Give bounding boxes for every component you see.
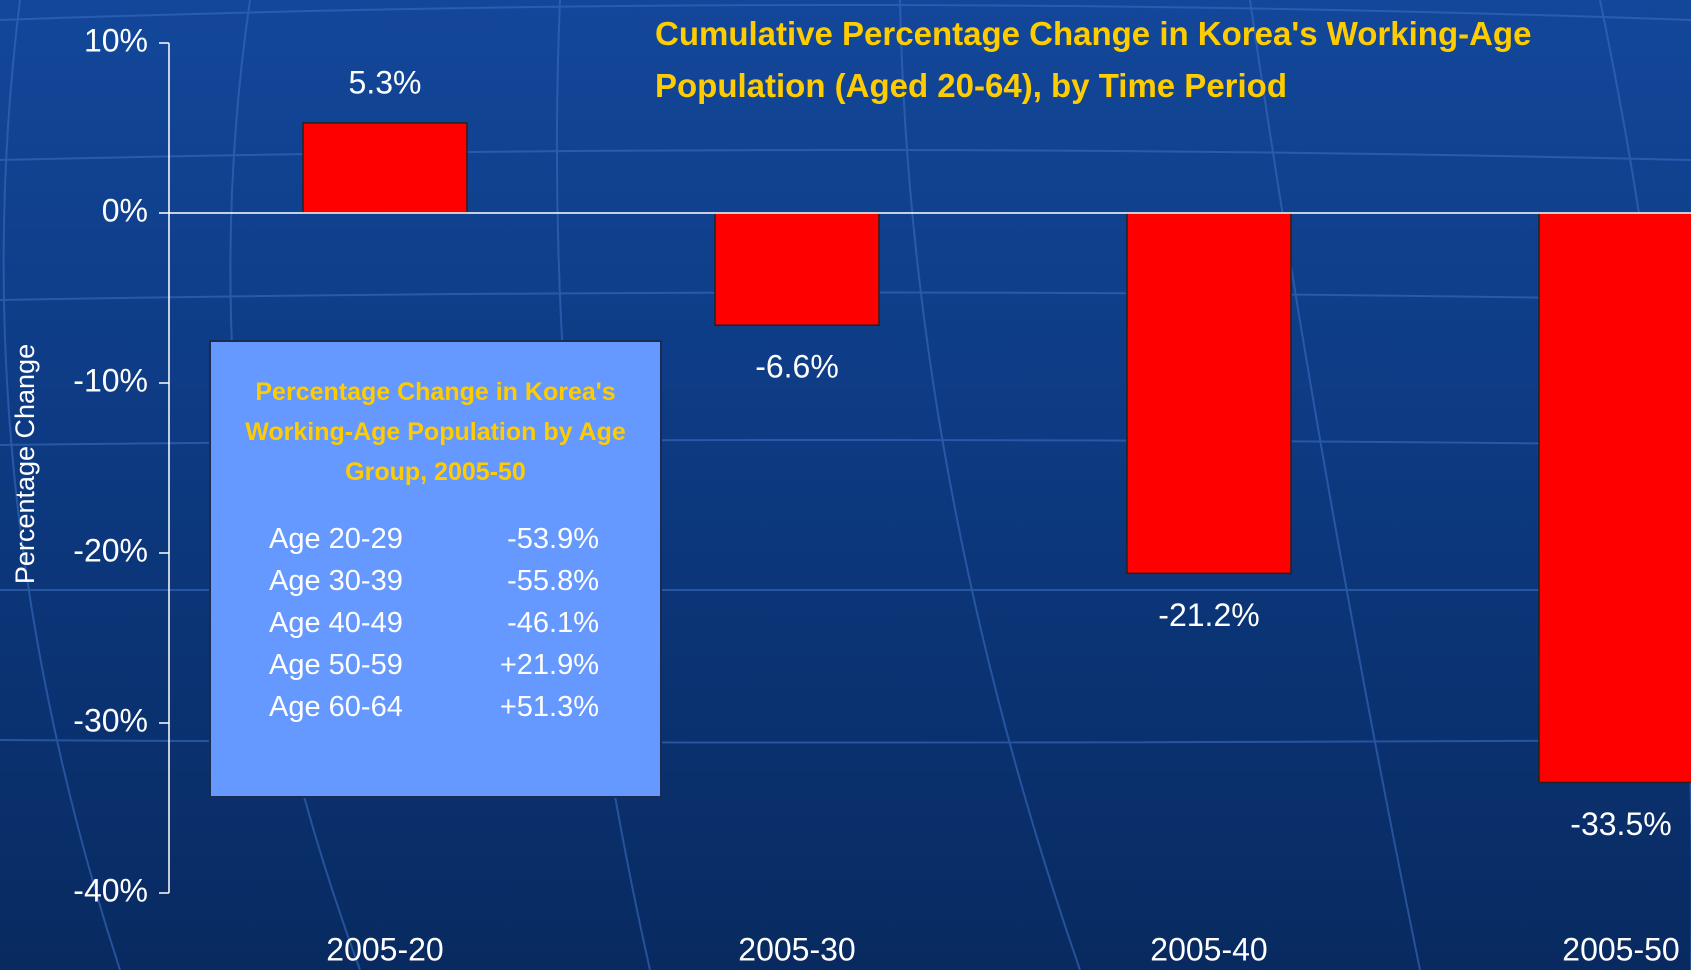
bar [302,122,468,214]
inset-box: Percentage Change in Korea's Working-Age… [209,340,662,798]
inset-row: Age 50-59 +21.9% [269,644,599,686]
y-tick-label: 0% [102,192,148,228]
inset-age-group: Age 20-29 [269,523,403,555]
inset-table: Age 20-29 -53.9% Age 30-39 -55.8% Age 40-49 -… [269,518,599,728]
x-tick-label: 2005-30 [738,931,855,967]
y-axis-label: Percentage Change [10,344,40,584]
inset-age-group: Age 40-49 [269,607,403,639]
value-label: -33.5% [1570,806,1671,842]
value-label: -21.2% [1158,597,1259,633]
inset-value: -46.1% [507,607,599,639]
x-tick-label: 2005-50 [1562,931,1679,967]
inset-row: Age 20-29 -53.9% [269,518,599,560]
inset-row: Age 60-64 +51.3% [269,686,599,728]
inset-value: +21.9% [499,649,599,681]
inset-age-group: Age 50-59 [269,649,403,681]
inset-title: Percentage Change in Korea's Working-Age… [245,378,626,486]
x-tick-label: 2005-20 [326,931,443,967]
y-tick-label: -20% [73,532,148,568]
bar [714,212,880,326]
y-tick-label: 10% [84,22,148,58]
inset-row: Age 40-49 -46.1% [269,602,599,644]
y-tick-label: -40% [73,872,148,908]
bar [1538,212,1691,784]
value-label: -6.6% [755,349,839,385]
y-tick-label: -10% [73,362,148,398]
inset-value: -55.8% [507,565,599,597]
inset-value: +51.3% [499,691,599,723]
value-label: 5.3% [349,64,422,100]
x-tick-label: 2005-40 [1150,931,1267,967]
inset-age-group: Age 30-39 [269,565,403,597]
inset-row: Age 30-39 -55.8% [269,560,599,602]
inset-value: -53.9% [507,523,599,555]
bar [1126,212,1292,575]
inset-age-group: Age 60-64 [269,691,403,723]
chart-title: Cumulative Percentage Change in Korea's … [655,15,1532,104]
y-tick-label: -30% [73,702,148,738]
